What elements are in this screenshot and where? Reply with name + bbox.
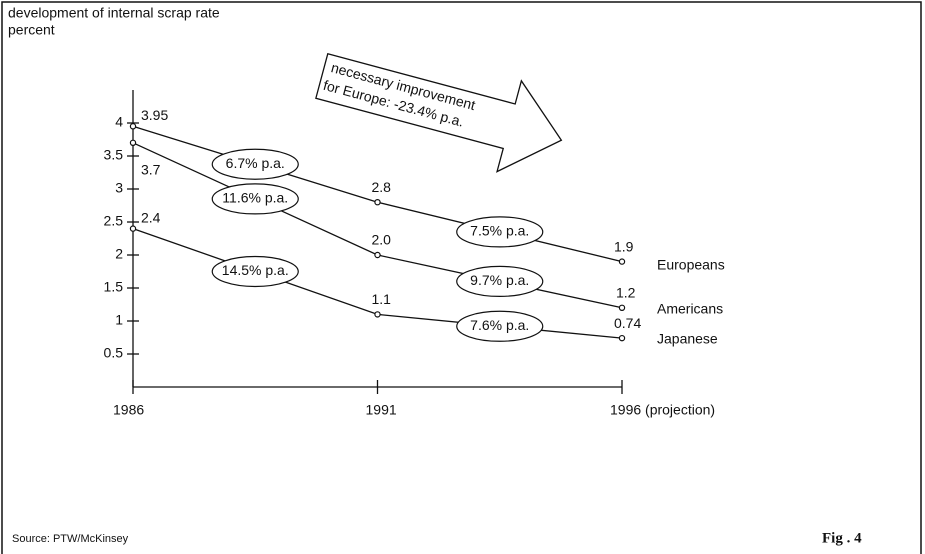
y-tick-label: 0.5 xyxy=(104,345,124,361)
chart-title: development of internal scrap rate xyxy=(8,5,220,21)
legend-label: Japanese xyxy=(657,331,718,347)
rate-ellipse xyxy=(211,255,299,288)
y-tick-label: 2.5 xyxy=(104,213,124,229)
data-point xyxy=(374,311,381,318)
rate-ellipse xyxy=(211,183,299,215)
y-tick-label: 3 xyxy=(115,180,123,196)
rate-label: 7.5% p.a. xyxy=(470,223,529,239)
data-point xyxy=(129,139,137,146)
figure-number: Fig . 4 xyxy=(822,530,862,546)
rate-label: 14.5% p.a. xyxy=(222,262,289,278)
rate-ellipse xyxy=(211,148,299,180)
data-label: 1.1 xyxy=(372,291,392,307)
y-tick-label: 4 xyxy=(115,114,123,130)
data-point xyxy=(129,123,137,130)
data-point xyxy=(618,334,626,342)
data-label: 2.8 xyxy=(372,179,392,195)
data-label: 3.7 xyxy=(141,162,161,178)
arrow-shape xyxy=(315,52,563,173)
y-tick-label: 1 xyxy=(115,312,123,328)
rate-ellipse xyxy=(456,216,544,248)
data-label: 0.74 xyxy=(614,315,641,331)
rate-label: 11.6% p.a. xyxy=(222,190,288,206)
rate-ellipse xyxy=(456,310,544,342)
data-label: 1.9 xyxy=(614,238,634,254)
rate-label: 6.7% p.a. xyxy=(226,155,285,171)
data-label: 2.0 xyxy=(372,232,392,248)
data-point xyxy=(618,304,626,311)
data-point xyxy=(374,251,381,259)
legend-label: Americans xyxy=(657,301,723,317)
data-label: 3.95 xyxy=(141,107,168,123)
y-tick-label: 2 xyxy=(115,246,123,262)
data-label: 2.4 xyxy=(141,209,161,225)
data-point xyxy=(129,225,137,232)
rate-label: 9.7% p.a. xyxy=(470,272,529,288)
rate-label: 7.6% p.a. xyxy=(470,317,529,333)
x-tick-label: 1986 xyxy=(113,402,144,418)
source-note: Source: PTW/McKinsey xyxy=(12,533,129,545)
improvement-arrow: necessary improvement for Europe: -23.4%… xyxy=(315,52,563,173)
data-label: 1.2 xyxy=(616,285,636,301)
y-tick-label: 1.5 xyxy=(104,279,124,295)
y-tick-label: 3.5 xyxy=(104,147,124,163)
data-point xyxy=(618,258,626,265)
rate-ellipse xyxy=(456,265,544,297)
y-axis-label: percent xyxy=(8,22,55,38)
data-point xyxy=(374,198,381,206)
x-tick-label: 1991 xyxy=(366,402,397,418)
x-tick-label: 1996 (projection) xyxy=(610,402,715,418)
legend-label: Europeans xyxy=(657,257,725,273)
series-line xyxy=(132,142,623,309)
